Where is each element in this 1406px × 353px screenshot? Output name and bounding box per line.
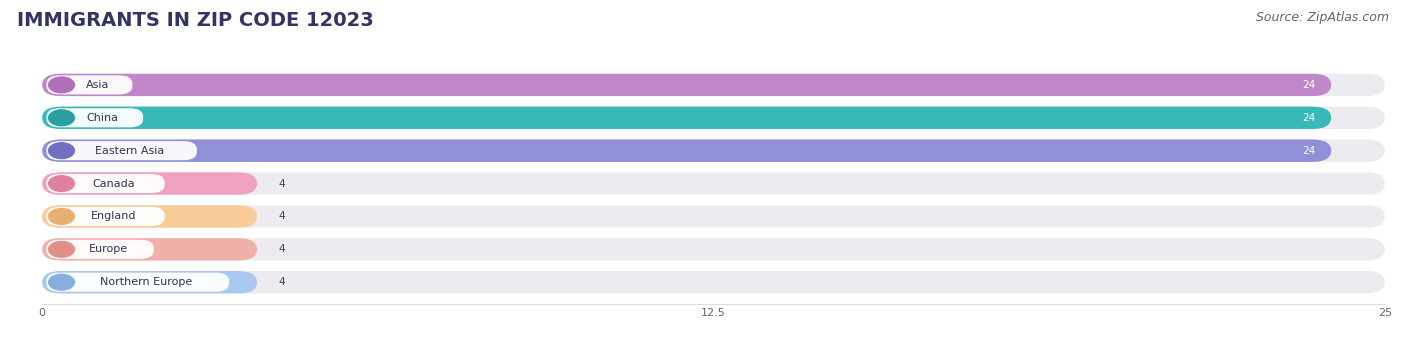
Text: 24: 24 (1302, 113, 1315, 123)
Text: Northern Europe: Northern Europe (100, 277, 193, 287)
FancyBboxPatch shape (46, 76, 132, 95)
FancyBboxPatch shape (46, 174, 165, 193)
Text: 4: 4 (278, 277, 285, 287)
FancyBboxPatch shape (42, 74, 1385, 96)
Text: Eastern Asia: Eastern Asia (96, 146, 165, 156)
FancyBboxPatch shape (42, 172, 1385, 195)
FancyBboxPatch shape (46, 240, 153, 259)
Text: 4: 4 (278, 179, 285, 189)
Circle shape (49, 110, 75, 126)
Text: 4: 4 (278, 244, 285, 254)
FancyBboxPatch shape (42, 271, 257, 293)
Text: Canada: Canada (93, 179, 135, 189)
FancyBboxPatch shape (42, 74, 1331, 96)
FancyBboxPatch shape (42, 107, 1385, 129)
FancyBboxPatch shape (46, 207, 165, 226)
Circle shape (49, 209, 75, 225)
Text: England: England (91, 211, 136, 221)
Text: 24: 24 (1302, 146, 1315, 156)
Text: China: China (87, 113, 120, 123)
FancyBboxPatch shape (42, 271, 1385, 293)
FancyBboxPatch shape (42, 205, 257, 228)
Circle shape (49, 143, 75, 158)
Text: Europe: Europe (89, 244, 128, 254)
FancyBboxPatch shape (42, 205, 1385, 228)
Text: 4: 4 (278, 211, 285, 221)
FancyBboxPatch shape (42, 107, 1331, 129)
Text: 24: 24 (1302, 80, 1315, 90)
FancyBboxPatch shape (46, 141, 197, 160)
Text: IMMIGRANTS IN ZIP CODE 12023: IMMIGRANTS IN ZIP CODE 12023 (17, 11, 374, 30)
FancyBboxPatch shape (46, 108, 143, 127)
Text: Asia: Asia (86, 80, 110, 90)
FancyBboxPatch shape (42, 139, 1385, 162)
Circle shape (49, 176, 75, 191)
FancyBboxPatch shape (46, 273, 229, 292)
Text: Source: ZipAtlas.com: Source: ZipAtlas.com (1256, 11, 1389, 24)
Circle shape (49, 77, 75, 93)
Circle shape (49, 241, 75, 257)
FancyBboxPatch shape (42, 172, 257, 195)
FancyBboxPatch shape (42, 238, 257, 261)
Circle shape (49, 274, 75, 290)
FancyBboxPatch shape (42, 139, 1331, 162)
FancyBboxPatch shape (42, 238, 1385, 261)
